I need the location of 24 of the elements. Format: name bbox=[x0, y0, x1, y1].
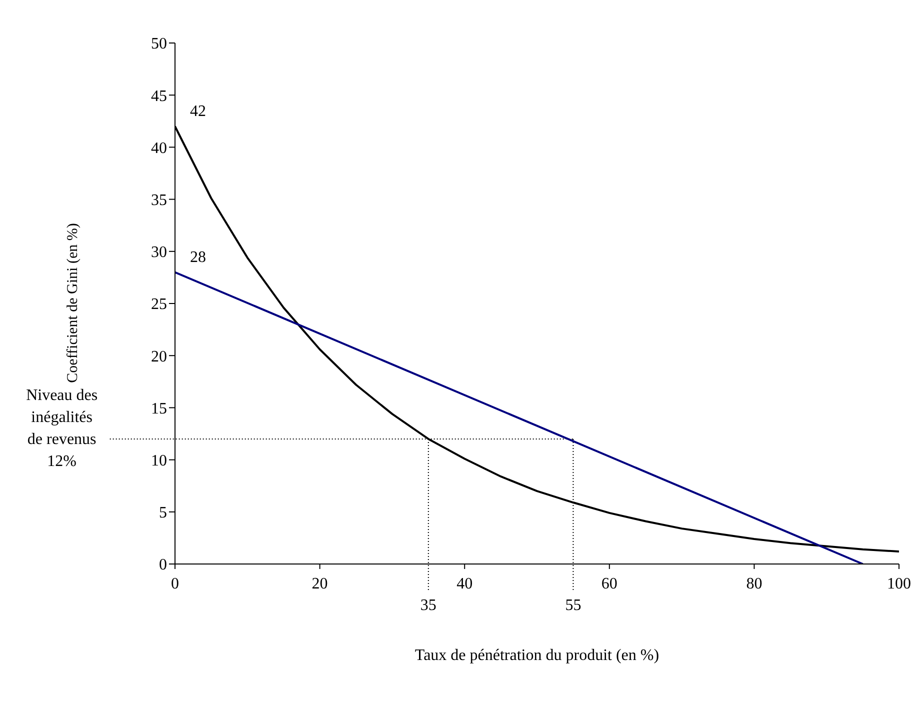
x-tick-label: 0 bbox=[171, 575, 179, 592]
y-tick-label: 15 bbox=[151, 400, 167, 418]
y-tick-label: 45 bbox=[151, 88, 167, 105]
x-tick-label: 100 bbox=[887, 575, 911, 592]
y-tick-label: 30 bbox=[151, 244, 167, 262]
x-tick-label: 60 bbox=[601, 575, 618, 592]
y-tick-label: 0 bbox=[159, 556, 167, 574]
y-axis-title: Coefficient de Gini (en %) bbox=[65, 223, 81, 383]
y-tick-label: 10 bbox=[151, 452, 167, 470]
ref-line-label: Niveau des inégalités de revenus 12% bbox=[26, 386, 98, 470]
ref-line-label: 55 bbox=[565, 597, 582, 614]
y-tick-label: 25 bbox=[151, 296, 167, 314]
ref-line-label: 35 bbox=[420, 597, 436, 614]
x-tick-label: 80 bbox=[746, 575, 762, 592]
annotation: 42 bbox=[190, 103, 206, 120]
x-tick-label: 40 bbox=[456, 575, 473, 592]
y-tick-label: 50 bbox=[151, 36, 167, 53]
y-tick-label: 40 bbox=[151, 140, 167, 157]
x-axis-title: Taux de pénétration du produit (en %) bbox=[414, 647, 660, 664]
y-tick-label: 35 bbox=[151, 192, 167, 209]
annotation: 28 bbox=[190, 248, 206, 266]
x-tick-label: 20 bbox=[312, 575, 328, 592]
y-tick-label: 20 bbox=[151, 348, 167, 366]
y-tick-label: 5 bbox=[159, 504, 167, 522]
